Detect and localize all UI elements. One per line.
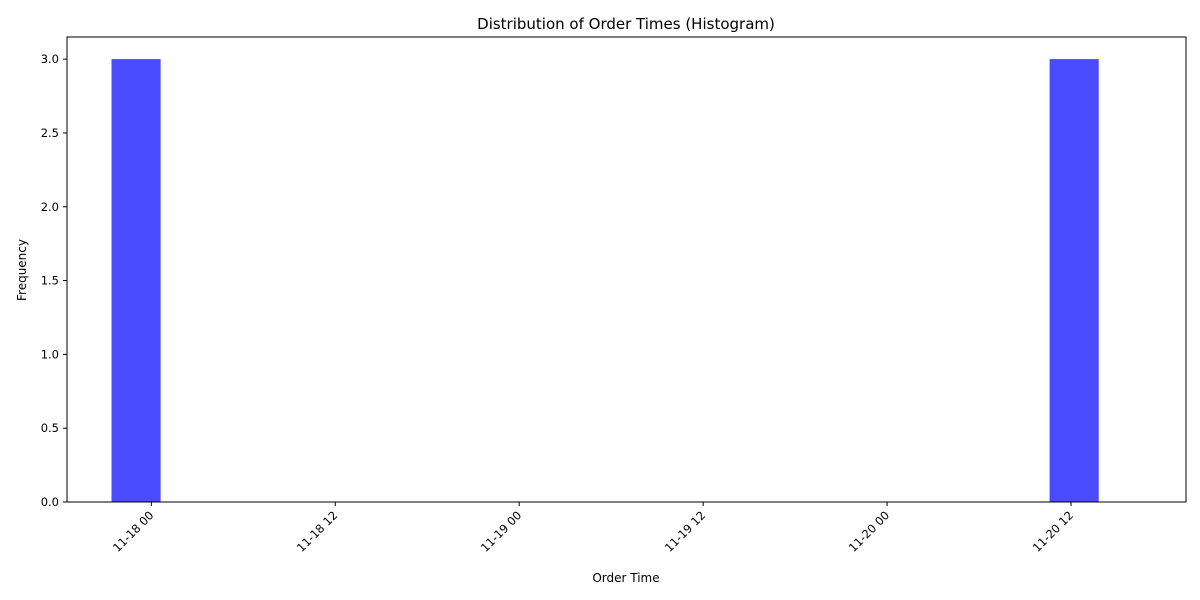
x-tick-label-4: 11-20 00 <box>846 508 892 554</box>
x-tick-label-5: 11-20 12 <box>1030 508 1076 554</box>
y-axis: 0.0 0.5 1.0 1.5 2.0 2.5 3.0 <box>41 52 67 509</box>
x-axis-label: Order Time <box>592 571 659 585</box>
x-tick-label-3: 11-19 12 <box>662 508 708 554</box>
y-tick-label-3: 1.5 <box>41 274 59 288</box>
x-tick-label-2: 11-19 00 <box>478 508 524 554</box>
x-tick-label-0: 11-18 00 <box>110 508 156 554</box>
x-axis: 11-18 00 11-18 12 11-19 00 11-19 12 11-20 00… <box>110 502 1076 555</box>
histogram-bar-0 <box>111 59 161 502</box>
bars-group <box>111 59 1099 502</box>
y-tick-label-5: 2.5 <box>41 126 59 140</box>
plot-frame <box>66 36 1187 503</box>
y-axis-label: Frequency <box>15 239 29 301</box>
y-tick-label-4: 2.0 <box>41 200 59 214</box>
x-tick-label-1: 11-18 12 <box>294 508 340 554</box>
y-tick-label-2: 1.0 <box>41 347 59 361</box>
y-tick-label-0: 0.0 <box>41 495 59 509</box>
y-tick-label-6: 3.0 <box>41 52 59 66</box>
chart-title: Distribution of Order Times (Histogram) <box>477 15 775 33</box>
y-tick-label-1: 0.5 <box>41 421 59 435</box>
histogram-bar-1 <box>1049 59 1099 502</box>
